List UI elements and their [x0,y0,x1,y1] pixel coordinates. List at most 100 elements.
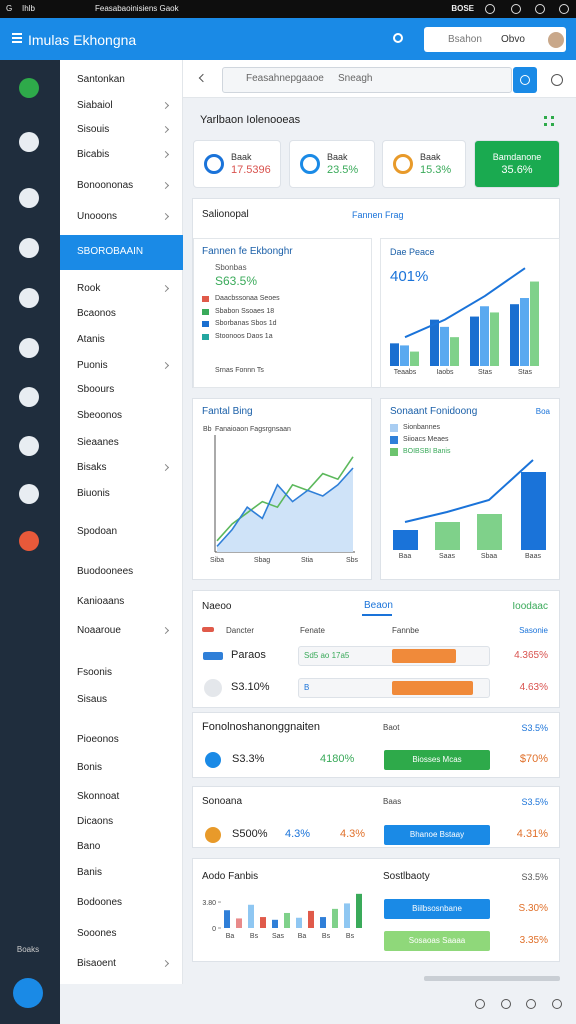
tab-underline [362,614,392,616]
nav-item[interactable]: Bonis [77,762,103,773]
bar [477,514,502,550]
card-value: 401% [390,268,429,285]
nav-item[interactable]: Unooons [77,211,118,222]
line [216,467,354,547]
x-tick-label: Siba [210,557,224,564]
subtitle: Bb [203,425,212,433]
stat-value: 35.6% [501,164,533,177]
icon [19,338,39,358]
x-tick-label: Teaabs [394,369,417,376]
button-label[interactable]: Bhanoe Bstaay [409,830,465,840]
nav-item[interactable]: Bano [77,841,101,852]
row-value: S3.3% [232,753,265,766]
nav-item[interactable]: Banis [77,867,103,878]
nav-item[interactable]: Atanis [77,334,105,345]
nav-item[interactable]: Bcaonos [77,308,116,319]
bar [490,312,499,366]
nav-item[interactable]: Biuonis [77,488,110,499]
nav-item[interactable]: Pioeonos [77,734,119,745]
stat-label: Baak [420,151,441,162]
row-name: S3.10% [231,681,270,694]
search-input[interactable] [222,67,512,93]
icon [19,78,39,98]
nav-item[interactable]: SBOROBAAIN [77,246,144,257]
icon [13,978,43,1008]
panel-title: Naeoo [202,601,232,612]
nav-item[interactable]: Bisaoent [77,958,116,969]
nav-item[interactable]: Puonis [77,360,108,371]
nav-item[interactable]: Sboours [77,384,115,395]
icon [19,387,39,407]
stat-value: 23.5% [327,164,359,177]
stat-value: 15.3% [420,164,452,177]
nav-item[interactable]: Kanioaans [77,596,125,607]
panel-link[interactable]: Fannen Frag [352,209,404,220]
rail-label: Boaks [16,945,40,955]
x-tick-label: Sbaa [481,553,497,560]
nav-item[interactable]: Dicaons [77,816,114,827]
icon [19,188,39,208]
icon [546,30,566,50]
panel-action[interactable]: Ioodaac [512,601,548,612]
bar [393,530,418,550]
panel [192,712,560,778]
header-button[interactable]: Obvo [501,34,525,45]
legend-swatch [390,436,398,444]
tab[interactable]: Beaon [364,600,393,611]
icon [19,531,39,551]
button-label[interactable]: Biosses Mcas [412,755,462,765]
panel-value: S3.5% [521,796,548,807]
row-pct: 4.31% [516,828,548,841]
row-delta: 4180% [320,753,355,766]
legend-swatch [202,334,209,341]
nav-item[interactable]: Buodoonees [77,566,134,577]
icon [393,154,413,174]
x-tick-label: Stas [518,369,533,376]
scrollbar [424,976,560,981]
legend-label: Daacbssonaa Seoes [215,294,280,302]
nav-item[interactable]: Sooones [77,928,117,939]
x-tick-label: Baas [525,553,541,560]
x-tick-label: Sbag [254,557,270,564]
nav-item[interactable]: Bonoononas [77,180,134,191]
nav-item[interactable]: Bodoones [77,897,123,908]
nav-item[interactable]: Bisaks [77,462,107,473]
nav-item[interactable]: Sbeoonos [77,410,123,421]
bar-chart: Teaabs Iaobs Stas Stas [390,267,539,376]
bar [224,910,230,928]
button[interactable] [384,931,490,951]
icon [552,999,562,1009]
button[interactable] [384,825,490,845]
legend-swatch [202,296,209,302]
bar [390,343,399,366]
card-value: S63.5% [215,273,258,288]
x-tick-label: Bs [250,933,259,940]
nav-item[interactable]: Sieaanes [77,437,119,448]
search-box[interactable] [424,27,566,52]
nav-item[interactable]: Spodoan [77,526,118,537]
nav-item[interactable]: Noaaroue [77,625,121,636]
nav-item[interactable]: Siabaiol [77,100,113,111]
nav-item[interactable]: Rook [77,283,101,294]
icon [19,238,39,258]
search-hint: Sneagh [338,73,373,84]
bar [320,917,326,928]
legend-label: Stoonoos Daos 1a [215,332,273,340]
button[interactable] [384,750,490,770]
legend-swatch [390,448,398,456]
nav-item[interactable]: Bicabis [77,149,110,160]
bar [400,345,409,366]
nav-item[interactable]: Sisaus [77,694,108,705]
button-label[interactable]: Sosaoas Saaaa [408,936,466,946]
status-bar [0,0,576,18]
legend-swatch [390,424,398,432]
button-label[interactable]: Biilbsosnbane [412,904,462,914]
nav-item[interactable]: Santonkan [77,74,125,85]
nav-item[interactable]: Fsoonis [77,667,113,678]
x-tick-label: Sbs [346,557,359,564]
bar [450,337,459,366]
nav-item[interactable]: Skonnoat [77,791,120,802]
bar [510,304,519,366]
button[interactable] [384,899,490,919]
nav-item[interactable]: Sisouis [77,124,110,135]
